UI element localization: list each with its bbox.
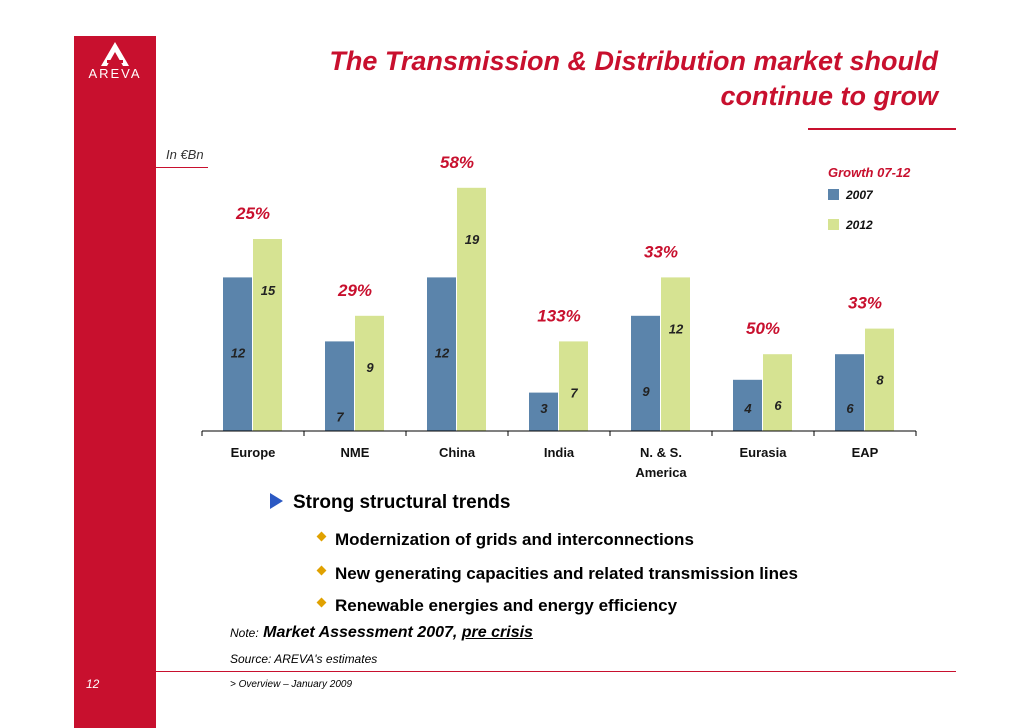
legend-label-2007: 2007 <box>845 188 874 202</box>
x-tick-label-line2: America <box>635 465 687 480</box>
growth-label: 58% <box>440 153 474 172</box>
bar-2012 <box>763 354 792 431</box>
x-tick-label: Europe <box>231 445 276 460</box>
bar-2007 <box>631 315 660 431</box>
note-text: Market Assessment 2007, <box>263 624 458 641</box>
diamond-bullet-icon <box>316 531 327 542</box>
data-label-2007: 12 <box>435 345 450 360</box>
growth-label: 50% <box>746 319 780 338</box>
legend-swatch-2012 <box>828 219 839 230</box>
source-text: Source: AREVA's estimates <box>230 652 378 666</box>
data-label-2012: 12 <box>669 321 684 336</box>
data-label-2012: 8 <box>876 373 884 388</box>
x-tick-label: NME <box>341 445 370 460</box>
growth-label: 133% <box>537 306 580 325</box>
title-line-2: continue to grow <box>720 81 938 111</box>
bullet-main-text: Strong structural trends <box>293 492 511 513</box>
data-label-2007: 3 <box>540 401 548 416</box>
unit-label: In €Bn <box>166 147 204 162</box>
title-underline <box>808 128 956 130</box>
brand-sidebar <box>74 36 156 728</box>
bar-2007 <box>529 392 558 431</box>
bullet-item-text: Modernization of grids and interconnecti… <box>335 530 694 549</box>
bullet-item: New generating capacities and related tr… <box>316 564 798 584</box>
logo-text: AREVA <box>88 66 142 81</box>
x-tick-label: EAP <box>852 445 879 460</box>
growth-label: 25% <box>235 204 270 223</box>
legend-title: Growth 07-12 <box>828 165 911 180</box>
data-label-2012: 6 <box>774 398 782 413</box>
x-tick-label: China <box>439 445 476 460</box>
footer-text: > Overview – January 2009 <box>230 679 353 690</box>
note-underlined: pre crisis <box>461 624 533 641</box>
data-label-2007: 9 <box>642 384 650 399</box>
growth-label: 29% <box>337 281 372 300</box>
areva-logo-icon <box>101 42 129 66</box>
bullet-item: Renewable energies and energy efficiency <box>316 596 678 616</box>
bullet-item-text: Renewable energies and energy efficiency <box>335 596 678 615</box>
footer-rule <box>74 671 956 672</box>
bullet-main: Strong structural trends <box>270 492 510 514</box>
triangle-bullet-icon <box>270 492 283 509</box>
data-label-2007: 6 <box>846 401 854 416</box>
bar-2007 <box>733 379 762 431</box>
page-title: The Transmission & Distribution market s… <box>178 44 938 114</box>
page-number: 12 <box>86 677 100 691</box>
x-tick-label: N. & S. <box>640 445 682 460</box>
data-label-2007: 12 <box>231 345 246 360</box>
bullet-item: Modernization of grids and interconnecti… <box>316 530 694 550</box>
growth-label: 33% <box>848 294 882 313</box>
title-line-1: The Transmission & Distribution market s… <box>329 46 938 76</box>
unit-underline <box>156 167 208 168</box>
bar-2012 <box>559 341 588 431</box>
note: Note: Market Assessment 2007, pre crisis <box>230 624 533 642</box>
note-label: Note: <box>230 626 259 640</box>
bar-2012 <box>457 187 486 431</box>
legend-label-2012: 2012 <box>845 218 873 232</box>
data-label-2012: 7 <box>570 385 578 400</box>
data-label-2012: 15 <box>261 283 276 298</box>
data-label-2007: 4 <box>743 401 752 416</box>
bar-2012 <box>253 239 282 431</box>
bullet-item-text: New generating capacities and related tr… <box>335 564 798 583</box>
legend-swatch-2007 <box>828 189 839 200</box>
diamond-bullet-icon <box>316 565 327 576</box>
x-tick-label: Eurasia <box>740 445 788 460</box>
x-tick-label: India <box>544 445 575 460</box>
bar-2007 <box>835 354 864 431</box>
data-label-2012: 9 <box>366 360 374 375</box>
bar-2007 <box>223 277 252 431</box>
data-label-2007: 7 <box>336 409 344 424</box>
diamond-bullet-icon <box>316 597 327 608</box>
bar-2012 <box>865 328 894 431</box>
bar-2007 <box>325 341 354 431</box>
bar-2012 <box>355 315 384 431</box>
data-label-2012: 19 <box>465 232 480 247</box>
bar-2012 <box>661 277 690 431</box>
growth-label: 33% <box>644 242 678 261</box>
bar-2007 <box>427 277 456 431</box>
